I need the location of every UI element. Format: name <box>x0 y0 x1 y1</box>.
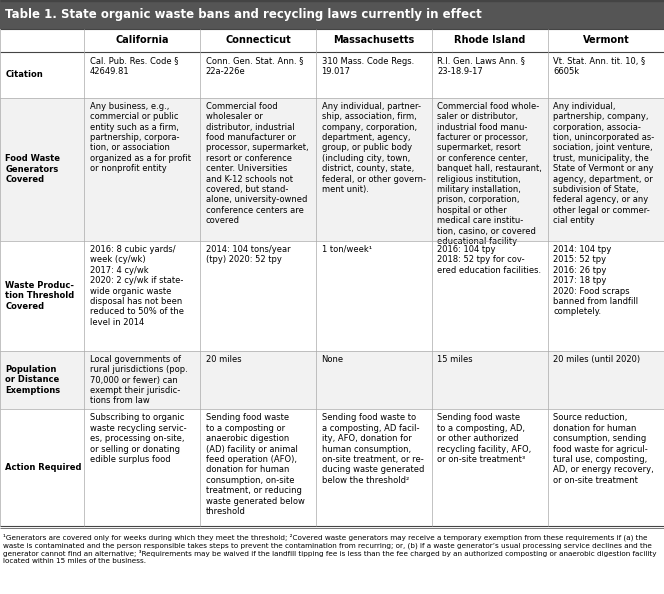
Text: 15 miles: 15 miles <box>438 355 473 364</box>
Text: Commercial food whole-
saler or distributor,
industrial food manu-
facturer or p: Commercial food whole- saler or distribu… <box>438 102 542 246</box>
Bar <box>0 241 664 350</box>
Text: Vt. Stat. Ann. tit. 10, §
6605k: Vt. Stat. Ann. tit. 10, § 6605k <box>553 56 645 76</box>
Text: Commercial food
wholesaler or
distributor, industrial
food manufacturer or
proce: Commercial food wholesaler or distributo… <box>206 102 308 225</box>
Text: Citation: Citation <box>5 71 43 80</box>
Text: Local governments of
rural jurisdictions (pop.
70,000 or fewer) can
exempt their: Local governments of rural jurisdictions… <box>90 355 187 406</box>
Text: 1 ton/week¹: 1 ton/week¹ <box>321 245 372 254</box>
Text: R.I. Gen. Laws Ann. §
23-18.9-17: R.I. Gen. Laws Ann. § 23-18.9-17 <box>438 56 525 76</box>
Text: Action Required: Action Required <box>5 463 82 472</box>
Text: Cal. Pub. Res. Code §
42649.81: Cal. Pub. Res. Code § 42649.81 <box>90 56 178 76</box>
Text: 2016: 8 cubic yards/
week (cy/wk)
2017: 4 cy/wk
2020: 2 cy/wk if state-
wide org: 2016: 8 cubic yards/ week (cy/wk) 2017: … <box>90 245 184 327</box>
Text: Table 1. State organic waste bans and recycling laws currently in effect: Table 1. State organic waste bans and re… <box>5 8 482 21</box>
Text: Massachusetts: Massachusetts <box>333 36 415 45</box>
Bar <box>0 52 664 97</box>
Text: Sending food waste
to a composting or
anaerobic digestion
(AD) facility or anima: Sending food waste to a composting or an… <box>206 413 305 516</box>
Text: None: None <box>321 355 344 364</box>
Text: Any individual, partner-
ship, association, firm,
company, corporation,
departme: Any individual, partner- ship, associati… <box>321 102 426 194</box>
Text: Any business, e.g.,
commercial or public
entity such as a firm,
partnership, cor: Any business, e.g., commercial or public… <box>90 102 191 173</box>
Bar <box>0 97 664 241</box>
Text: Connecticut: Connecticut <box>225 36 291 45</box>
Bar <box>0 409 664 526</box>
Text: 20 miles: 20 miles <box>206 355 241 364</box>
Text: Any individual,
partnership, company,
corporation, associa-
tion, unincorporated: Any individual, partnership, company, co… <box>553 102 655 225</box>
Text: 2014: 104 tons/year
(tpy) 2020: 52 tpy: 2014: 104 tons/year (tpy) 2020: 52 tpy <box>206 245 290 264</box>
Text: 310 Mass. Code Regs.
19.017: 310 Mass. Code Regs. 19.017 <box>321 56 414 76</box>
Text: Rhode Island: Rhode Island <box>454 36 526 45</box>
Text: 2016: 104 tpy
2018: 52 tpy for cov-
ered education facilities.: 2016: 104 tpy 2018: 52 tpy for cov- ered… <box>438 245 542 275</box>
Text: 2014: 104 tpy
2015: 52 tpy
2016: 26 tpy
2017: 18 tpy
2020: Food scraps
banned fr: 2014: 104 tpy 2015: 52 tpy 2016: 26 tpy … <box>553 245 639 317</box>
Text: ¹Generators are covered only for weeks during which they meet the threshold; ²Co: ¹Generators are covered only for weeks d… <box>3 533 656 564</box>
Text: Conn. Gen. Stat. Ann. §
22a-226e: Conn. Gen. Stat. Ann. § 22a-226e <box>206 56 303 76</box>
Text: 20 miles (until 2020): 20 miles (until 2020) <box>553 355 641 364</box>
Text: Source reduction,
donation for human
consumption, sending
food waste for agricul: Source reduction, donation for human con… <box>553 413 654 485</box>
Text: Subscribing to organic
waste recycling servic-
es, processing on-site,
or sellin: Subscribing to organic waste recycling s… <box>90 413 187 464</box>
Text: Vermont: Vermont <box>583 36 629 45</box>
Text: Sending food waste
to a composting, AD,
or other authorized
recycling facility, : Sending food waste to a composting, AD, … <box>438 413 532 464</box>
Text: California: California <box>116 36 169 45</box>
Text: Population
or Distance
Exemptions: Population or Distance Exemptions <box>5 365 60 395</box>
Bar <box>0 0 664 29</box>
Text: Sending food waste to
a composting, AD facil-
ity, AFO, donation for
human consu: Sending food waste to a composting, AD f… <box>321 413 424 485</box>
Text: Food Waste
Generators
Covered: Food Waste Generators Covered <box>5 154 60 184</box>
Text: Waste Produc-
tion Threshold
Covered: Waste Produc- tion Threshold Covered <box>5 281 74 311</box>
Bar <box>0 350 664 409</box>
Bar <box>0 29 664 52</box>
